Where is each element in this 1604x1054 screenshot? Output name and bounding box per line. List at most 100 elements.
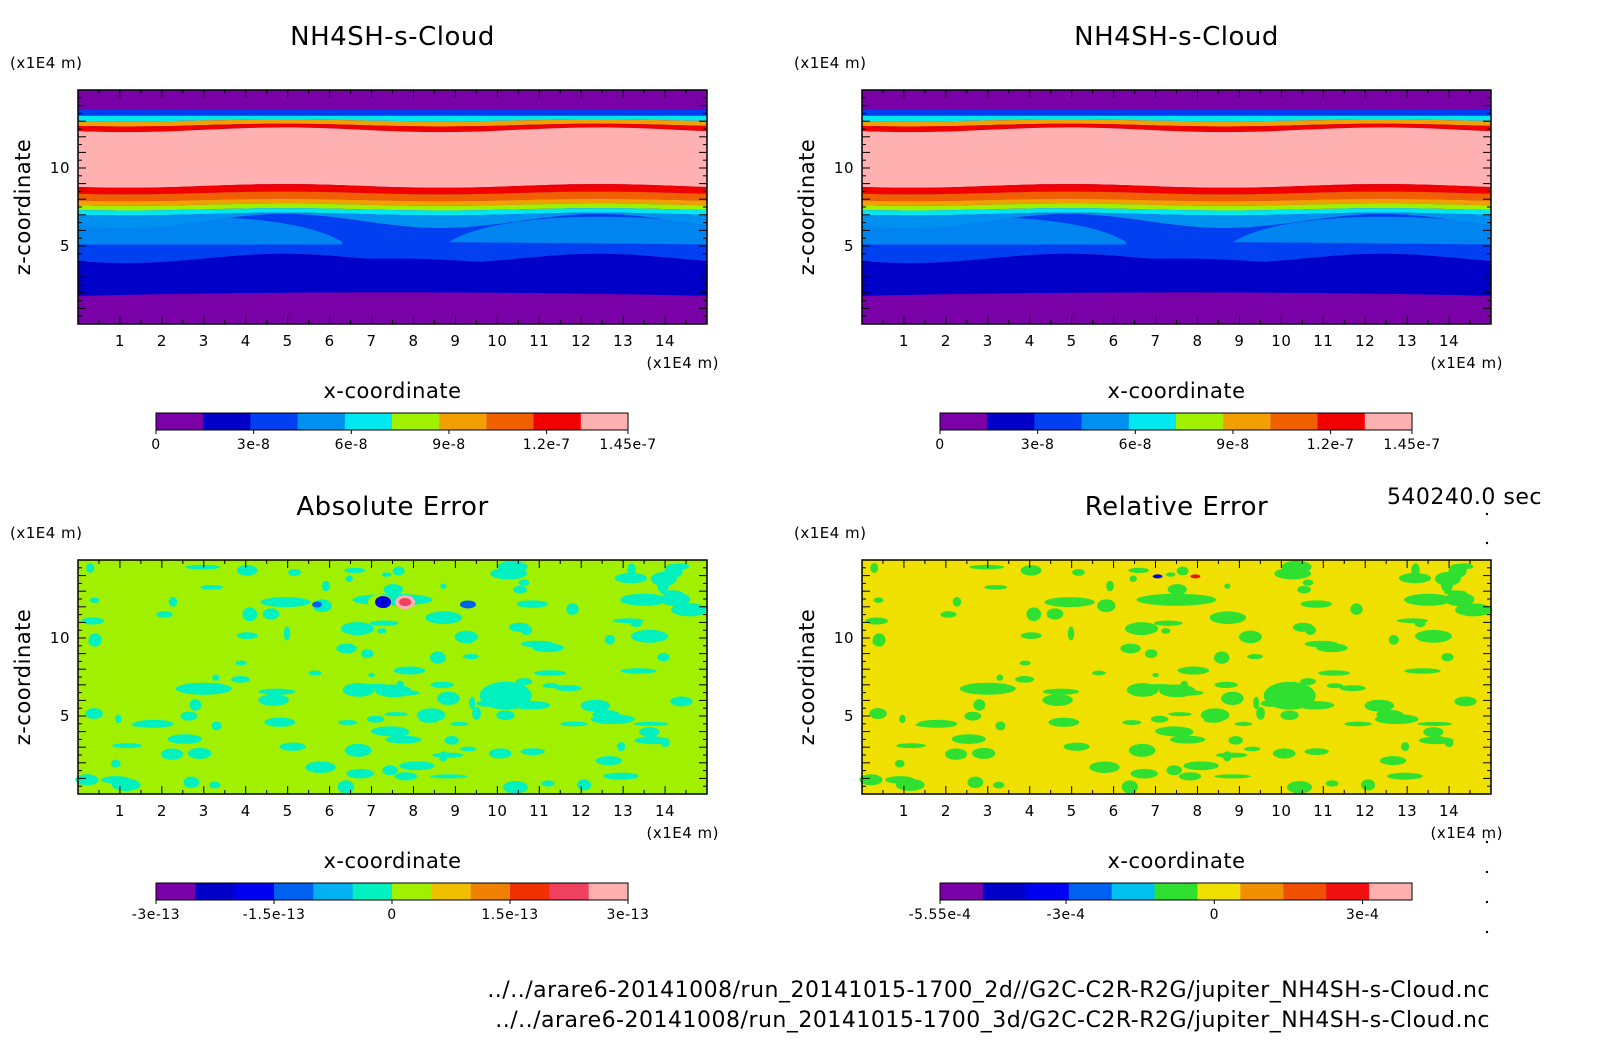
error-patch <box>345 575 353 582</box>
colorbar-tick-label: 1.2e-7 <box>1307 437 1355 453</box>
error-patch <box>236 565 258 576</box>
x-tick-label: 14 <box>1439 802 1459 820</box>
x-tick-label: 2 <box>157 332 167 350</box>
x-tick-label: 10 <box>1271 802 1291 820</box>
x-tick-label: 13 <box>613 332 633 350</box>
error-patch <box>1300 678 1317 686</box>
error-patch <box>1026 607 1042 622</box>
error-patch <box>1238 630 1262 644</box>
error-patch <box>479 681 532 710</box>
contour-band <box>78 90 707 110</box>
colorbar-swatch <box>549 883 590 900</box>
error-patch <box>1042 688 1080 695</box>
colorbar-swatch <box>1176 413 1224 430</box>
contour-band <box>1233 216 1491 245</box>
error-patch <box>488 748 512 759</box>
colorbar-swatch <box>1364 413 1413 430</box>
error-patch <box>518 579 530 586</box>
error-patch <box>167 734 202 744</box>
contour-band <box>862 191 1491 202</box>
error-patch <box>1253 696 1260 710</box>
error-patch <box>283 626 291 641</box>
x-tick-label: 12 <box>571 802 591 820</box>
error-patch <box>1444 739 1454 748</box>
x-unit-label: (x1E4 m) <box>646 354 719 372</box>
x-tick-label: 2 <box>941 332 951 350</box>
error-patch <box>1374 714 1419 725</box>
error-patch <box>1046 608 1064 620</box>
colorbar-tick-label: 9e-8 <box>432 437 465 453</box>
colorbar-tick-label: 0 <box>151 437 160 453</box>
error-patch <box>1015 676 1035 683</box>
error-patch <box>869 708 887 719</box>
contour-band <box>862 90 1491 110</box>
colorbar-tick-label: -3e-4 <box>1047 907 1086 923</box>
x-tick-label: 10 <box>1271 332 1291 350</box>
contour-band <box>78 292 707 324</box>
colorbar-swatch <box>250 413 299 430</box>
decorative-dot <box>1485 541 1489 545</box>
error-patch <box>369 620 399 626</box>
error-patch <box>1246 653 1263 660</box>
x-tick-label: 1 <box>115 332 125 350</box>
error-patch <box>1042 694 1073 706</box>
error-patch <box>1129 575 1137 582</box>
colorbar-swatch <box>940 413 988 430</box>
decorative-dot <box>1485 870 1489 874</box>
x-tick-label: 5 <box>283 332 293 350</box>
contour-band <box>78 212 707 228</box>
error-patch <box>1177 666 1210 675</box>
plot-title: Relative Error <box>1085 492 1269 522</box>
error-patch <box>88 638 97 646</box>
error-patch <box>89 597 100 603</box>
error-patch <box>1441 578 1453 593</box>
colorbar-swatch <box>1128 413 1177 430</box>
error-patch <box>156 611 173 618</box>
colorbar-tick-label: -5.55e-4 <box>909 907 972 923</box>
plot-title: Absolute Error <box>296 492 488 522</box>
colorbar-swatch <box>392 413 440 430</box>
x-tick-label: 2 <box>941 802 951 820</box>
error-patch <box>516 678 533 686</box>
error-patch <box>899 714 906 724</box>
decorative-dot <box>1485 840 1489 844</box>
error-patch <box>133 719 174 728</box>
error-patch <box>112 743 142 749</box>
error-patch <box>1350 603 1363 615</box>
contour-band <box>862 123 1491 133</box>
error-patch <box>260 597 311 608</box>
error-patch <box>185 564 221 570</box>
x-tick-label: 9 <box>1234 332 1244 350</box>
error-patch <box>352 593 433 606</box>
error-patch <box>951 734 986 744</box>
error-patch <box>168 596 178 607</box>
error-patch <box>1169 735 1206 744</box>
colorbar-swatch <box>470 883 511 900</box>
error-patch <box>432 752 464 758</box>
error-patch <box>633 721 669 726</box>
error-dipole <box>1190 574 1201 579</box>
panel-3d: 1 2 3 4 5 6 7 8 9 10 11 12 13 14510NH4SH-s-Cloud(x1E4… <box>794 22 1503 453</box>
z-axis-label: z-coordinate <box>795 139 819 276</box>
error-patch <box>340 622 375 636</box>
error-patch <box>657 578 669 593</box>
z-tick-label: 10 <box>50 159 70 177</box>
x-tick-label: 4 <box>241 332 251 350</box>
error-patch <box>1153 620 1183 626</box>
error-patch <box>865 617 888 625</box>
error-patch <box>1379 756 1407 766</box>
error-patch <box>503 781 529 794</box>
error-patch <box>1432 736 1446 743</box>
x-tick-label: 4 <box>1025 802 1035 820</box>
plot-title: NH4SH-s-Cloud <box>1074 22 1279 52</box>
x-axis-label: x-coordinate <box>323 849 461 873</box>
colorbar-swatch <box>1197 883 1241 900</box>
colorbar-swatch <box>156 413 204 430</box>
error-patch <box>1272 748 1296 759</box>
x-tick-label: 8 <box>408 802 418 820</box>
contour-band <box>862 292 1491 324</box>
contour-band <box>862 258 1491 296</box>
error-patch <box>337 780 354 794</box>
error-patch <box>1274 567 1312 580</box>
